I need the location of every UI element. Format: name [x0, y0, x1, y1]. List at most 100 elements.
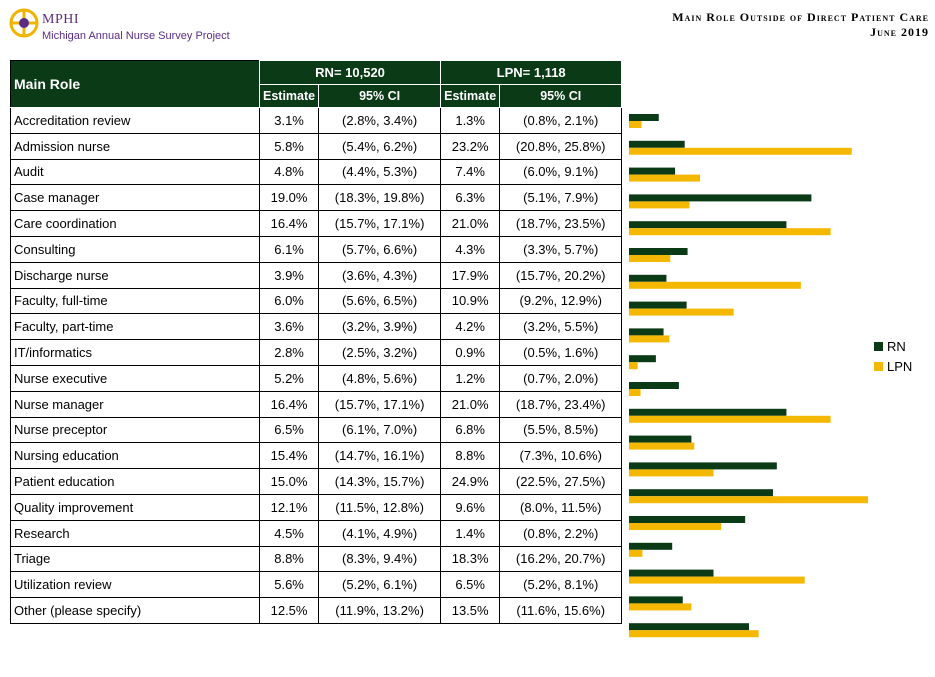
lpn-ci-cell: (8.0%, 11.5%): [499, 493, 623, 521]
rn-ci-cell: (5.4%, 6.2%): [318, 132, 442, 160]
role-cell: Care coordination: [10, 210, 260, 237]
lpn-ci-cell: (16.2%, 20.7%): [499, 545, 623, 573]
rn-estimate-cell: 3.9%: [258, 261, 320, 289]
role-cell: Discharge nurse: [10, 261, 260, 289]
rn-ci-cell: (14.3%, 15.7%): [318, 468, 442, 495]
rn-estimate-cell: 5.2%: [258, 364, 320, 392]
lpn-estimate-cell: 17.9%: [440, 261, 501, 289]
role-cell: Nursing education: [10, 442, 260, 470]
table-row: Consulting 6.1% (5.7%, 6.6%) 4.3% (3.3%, 5.7…: [10, 235, 623, 263]
rn-ci-cell: (14.7%, 16.1%): [318, 442, 442, 470]
role-cell: Quality improvement: [10, 493, 260, 521]
rn-bar: [629, 167, 676, 175]
rn-ci-header: 95% CI: [318, 84, 442, 108]
legend-item-rn: RN: [874, 336, 912, 356]
rn-estimate-cell: 15.4%: [258, 442, 320, 470]
lpn-bar: [629, 308, 734, 316]
lpn-ci-cell: (3.2%, 5.5%): [499, 313, 623, 341]
table-row: Quality improvement 12.1% (11.5%, 12.8%) 9.…: [10, 493, 623, 521]
table-row: Triage 8.8% (8.3%, 9.4%) 18.3% (16.2%, 20.7%…: [10, 545, 623, 573]
rn-estimate-cell: 6.1%: [258, 235, 320, 263]
rn-ci-cell: (4.4%, 5.3%): [318, 158, 442, 186]
lpn-bar: [629, 201, 690, 209]
rn-group-header: RN= 10,520: [258, 60, 442, 85]
rn-ci-cell: (2.8%, 3.4%): [318, 107, 442, 134]
rn-bar: [629, 408, 787, 416]
lpn-ci-cell: (11.6%, 15.6%): [499, 597, 623, 624]
table-row: Care coordination 16.4% (15.7%, 17.1%) 21.0…: [10, 210, 623, 237]
rn-estimate-cell: 12.5%: [258, 597, 320, 624]
table-row: Nurse preceptor 6.5% (6.1%, 7.0%) 6.8% (5.5%…: [10, 416, 623, 444]
lpn-ci-cell: (20.8%, 25.8%): [499, 132, 623, 160]
table-row: Research 4.5% (4.1%, 4.9%) 1.4% (0.8%, 2.2%): [10, 519, 623, 547]
rn-estimate-cell: 5.8%: [258, 132, 320, 160]
lpn-ci-header: 95% CI: [499, 84, 623, 108]
table-row: Case manager 19.0% (18.3%, 19.8%) 6.3% (5.1%…: [10, 184, 623, 212]
legend-label-rn: RN: [887, 338, 906, 354]
rn-ci-cell: (15.7%, 17.1%): [318, 390, 442, 418]
rn-bar: [629, 516, 746, 523]
org-name: MPHI: [42, 12, 80, 27]
table-row: Admission nurse 5.8% (5.4%, 6.2%) 23.2% (20.…: [10, 132, 623, 160]
lpn-estimate-cell: 1.4%: [440, 519, 501, 547]
lpn-bar: [629, 549, 643, 557]
lpn-estimate-cell: 9.6%: [440, 493, 501, 521]
role-cell: Nurse manager: [10, 390, 260, 418]
lpn-ci-cell: (0.8%, 2.2%): [499, 519, 623, 547]
rn-ci-cell: (5.6%, 6.5%): [318, 287, 442, 315]
lpn-bar: [629, 442, 695, 450]
rn-bar: [629, 328, 664, 336]
role-cell: Utilization review: [10, 571, 260, 599]
rn-ci-cell: (6.1%, 7.0%): [318, 416, 442, 444]
table-row: Accreditation review 3.1% (2.8%, 3.4%) 1.3%…: [10, 107, 623, 134]
rn-estimate-cell: 6.5%: [258, 416, 320, 444]
lpn-ci-cell: (9.2%, 12.9%): [499, 287, 623, 315]
lpn-ci-cell: (5.1%, 7.9%): [499, 184, 623, 212]
table-row: Faculty, part-time 3.6% (3.2%, 3.9%) 4.2% (3…: [10, 313, 623, 341]
role-cell: Nurse preceptor: [10, 416, 260, 444]
lpn-estimate-cell: 18.3%: [440, 545, 501, 573]
bar-chart: [629, 114, 869, 638]
lpn-ci-cell: (0.8%, 2.1%): [499, 107, 623, 134]
lpn-bar: [629, 228, 831, 236]
rn-estimate-cell: 4.5%: [258, 519, 320, 547]
rn-estimate-cell: 15.0%: [258, 468, 320, 495]
rn-estimate-cell: 8.8%: [258, 545, 320, 573]
role-cell: Case manager: [10, 184, 260, 212]
lpn-ci-cell: (18.7%, 23.4%): [499, 390, 623, 418]
rn-ci-cell: (8.3%, 9.4%): [318, 545, 442, 573]
lpn-estimate-cell: 13.5%: [440, 597, 501, 624]
table-row: Patient education 15.0% (14.3%, 15.7%) 24.9…: [10, 468, 623, 495]
mphi-logo: MPHI Michigan Annual Nurse Survey Projec…: [8, 6, 248, 46]
rn-estimate-cell: 19.0%: [258, 184, 320, 212]
estimates-table: Main Role RN= 10,520 LPN= 1,118 Estimate…: [10, 60, 623, 624]
lpn-estimate-cell: 24.9%: [440, 468, 501, 495]
lpn-estimate-cell: 7.4%: [440, 158, 501, 186]
rn-ci-cell: (5.7%, 6.6%): [318, 235, 442, 263]
lpn-bar: [629, 630, 759, 638]
lpn-estimate-cell: 6.3%: [440, 184, 501, 212]
rn-ci-cell: (2.5%, 3.2%): [318, 339, 442, 366]
legend-item-lpn: LPN: [874, 356, 912, 376]
role-cell: Admission nurse: [10, 132, 260, 160]
rn-bar: [629, 274, 667, 282]
lpn-bar: [629, 603, 692, 611]
lpn-estimate-header: Estimate: [440, 84, 501, 108]
rn-bar: [629, 301, 687, 309]
lpn-ci-cell: (3.3%, 5.7%): [499, 235, 623, 263]
title-line-1: Main Role Outside of Direct Patient Care: [672, 10, 929, 24]
lpn-ci-cell: (0.5%, 1.6%): [499, 339, 623, 366]
table-row: Audit 4.8% (4.4%, 5.3%) 7.4% (6.0%, 9.1%): [10, 158, 623, 186]
rn-estimate-cell: 4.8%: [258, 158, 320, 186]
rn-estimate-cell: 6.0%: [258, 287, 320, 315]
rn-bar: [629, 489, 773, 497]
lpn-estimate-cell: 8.8%: [440, 442, 501, 470]
table-row: Nurse manager 16.4% (15.7%, 17.1%) 21.0% (18…: [10, 390, 623, 418]
lpn-estimate-cell: 1.2%: [440, 364, 501, 392]
role-cell: Patient education: [10, 468, 260, 495]
role-cell: Audit: [10, 158, 260, 186]
lpn-estimate-cell: 4.3%: [440, 235, 501, 263]
rn-ci-cell: (15.7%, 17.1%): [318, 210, 442, 237]
lpn-bar: [629, 174, 701, 182]
logo-emblem-icon: [9, 8, 39, 38]
